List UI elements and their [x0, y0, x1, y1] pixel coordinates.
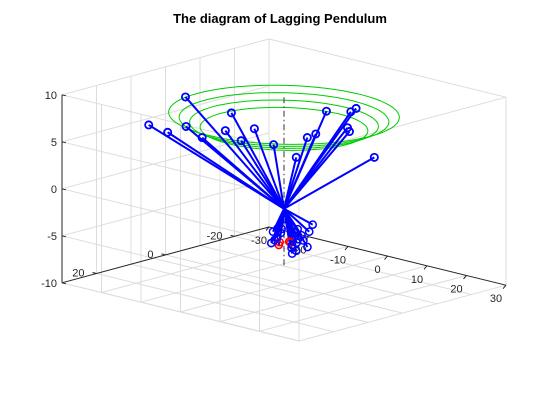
lower-red-marker: [275, 237, 284, 247]
wall-grid-line-horizontal: [61, 38, 270, 96]
wall-grid-line-horizontal: [61, 85, 270, 143]
pendulum-markers: [144, 92, 379, 258]
x-tick-mark: [463, 275, 467, 280]
z-tick-label: 10: [45, 90, 57, 102]
upper-marker: [351, 103, 361, 113]
chart-title: The diagram of Lagging Pendulum: [173, 11, 387, 26]
box-edge: [268, 38, 507, 98]
rod-upper: [283, 110, 328, 210]
rod-upper: [272, 144, 285, 209]
y-tick-mark: [92, 272, 97, 274]
floor-grid-line-y: [199, 245, 438, 305]
upper-marker: [226, 108, 236, 118]
z-tick-label: 0: [51, 184, 57, 196]
rod-upper: [224, 130, 285, 210]
lower-marker: [304, 227, 314, 237]
rod-lower: [283, 208, 310, 233]
z-tick-mark: [61, 235, 67, 238]
y-tick-label: -20: [207, 230, 223, 242]
axis-lines: [61, 94, 507, 290]
ring: [189, 99, 379, 149]
x-tick-label: 0: [374, 264, 380, 276]
upper-marker: [163, 127, 173, 137]
rod-lower: [283, 208, 299, 240]
ring: [178, 92, 390, 147]
upper-marker: [181, 121, 191, 131]
lower-marker: [308, 220, 318, 230]
rod-upper: [253, 128, 285, 210]
upper-marker: [321, 106, 331, 116]
upper-marker: [144, 120, 154, 130]
rod-upper: [184, 96, 285, 210]
rod-upper: [230, 112, 285, 210]
lower-marker: [266, 238, 276, 248]
y-tick-mark: [230, 234, 235, 237]
rod-upper: [283, 137, 309, 210]
z-tick-mark: [61, 282, 67, 285]
x-tick-mark: [423, 265, 428, 270]
y-tick-label: 0: [147, 249, 153, 261]
z-tick-label: 5: [51, 137, 57, 149]
lower-marker: [282, 214, 291, 224]
upper-marker: [236, 136, 246, 146]
x-tick-mark: [502, 284, 507, 290]
upper-marker: [269, 140, 279, 150]
z-tick-mark: [61, 94, 67, 97]
floor-grid-line-y: [165, 254, 403, 314]
lower-marker: [303, 242, 312, 252]
upper-marker: [220, 126, 230, 136]
upper-marker: [311, 129, 321, 139]
floor-grid-line-y: [96, 273, 334, 333]
upper-marker: [249, 124, 259, 134]
lower-marker: [293, 234, 303, 244]
ring: [199, 106, 369, 151]
rod-upper: [240, 140, 285, 210]
wall-grid-line-horizontal: [61, 235, 300, 295]
y-tick-mark: [161, 253, 166, 256]
wall-grid-line-horizontal: [61, 282, 300, 342]
rod-lower: [283, 207, 314, 226]
x-tick-mark: [384, 255, 388, 260]
floor-grid-line-y: [130, 263, 369, 323]
rod-lower-red: [283, 208, 291, 242]
pendulum-rods: [148, 96, 375, 254]
upper-marker: [342, 123, 352, 133]
upper-marker: [180, 92, 190, 102]
x-tick-label: 20: [450, 284, 462, 296]
upper-marker: [369, 152, 379, 162]
y-tick-label: 20: [72, 268, 84, 280]
wall-grid-line-horizontal: [61, 141, 300, 201]
wall-grid-line-horizontal: [61, 188, 300, 248]
lower-marker: [287, 240, 297, 250]
z-tick-mark: [61, 188, 67, 191]
lower-marker: [287, 249, 297, 258]
x-tick-label: 10: [411, 274, 423, 286]
upper-marker: [291, 152, 301, 162]
z-tick-mark: [61, 141, 67, 144]
z-tick-label: -5: [47, 231, 57, 243]
ring: [168, 84, 400, 145]
rod-upper: [283, 156, 375, 210]
upper-marker: [197, 133, 207, 143]
rings: [168, 84, 400, 151]
x-tick-mark: [344, 246, 349, 251]
lower-marker: [277, 224, 286, 234]
lower-marker: [293, 224, 303, 234]
x-tick-label: -10: [330, 254, 346, 266]
upper-marker: [302, 133, 312, 143]
x-tick-mark: [265, 226, 270, 231]
rod-upper: [201, 136, 285, 210]
z-tick-label: -10: [41, 278, 57, 290]
box-edge: [298, 96, 507, 154]
lower-marker: [273, 224, 282, 233]
x-tick-label: 30: [490, 293, 502, 305]
x-tick-label: -30: [251, 235, 267, 247]
wall-grid-line-horizontal: [61, 179, 270, 237]
rod-upper: [148, 124, 285, 210]
